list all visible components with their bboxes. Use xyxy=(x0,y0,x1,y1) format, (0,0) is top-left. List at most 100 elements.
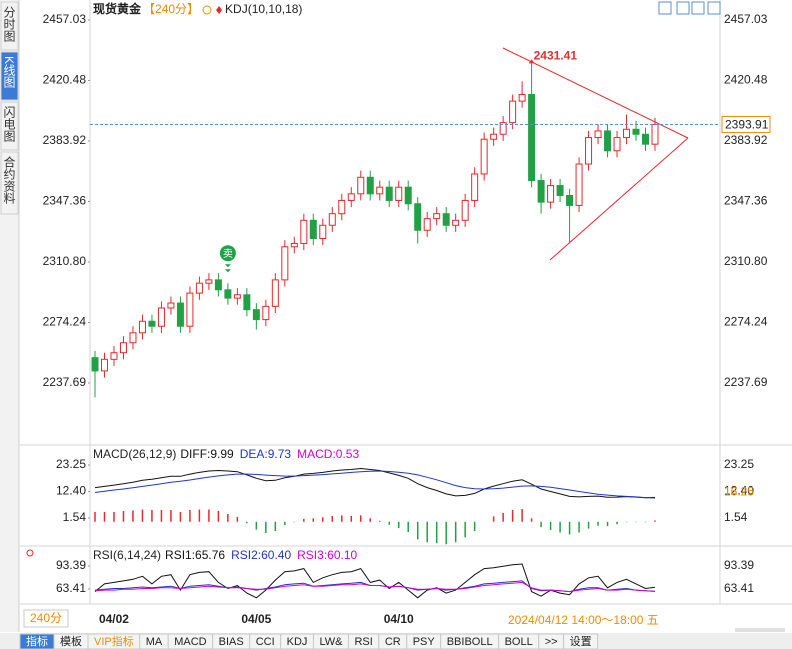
sidebar-tab[interactable] xyxy=(0,51,19,101)
y-tick-label: 12.40 xyxy=(56,484,86,498)
toolbar-tab-label[interactable]: BBIBOLL xyxy=(447,636,493,648)
toolbar-tab-label[interactable]: PSY xyxy=(413,636,436,648)
candle-body xyxy=(566,194,574,206)
toolbar-tab-label[interactable]: BIAS xyxy=(219,636,244,648)
x-tick-label: 04/05 xyxy=(241,612,271,626)
candle-body xyxy=(537,180,545,203)
candle-body xyxy=(442,213,450,226)
indicator-icon xyxy=(216,6,223,14)
toolbar-tab-label[interactable]: MACD xyxy=(174,636,206,648)
candle-body xyxy=(271,279,279,307)
toolbar-tab-label[interactable]: 设置 xyxy=(570,635,592,648)
legend-entry: RSI1:65.76 xyxy=(165,548,225,562)
panel-title: RSI(6,14,24) xyxy=(93,548,161,562)
y-tick-label: 2237.69 xyxy=(43,375,87,389)
candle-body xyxy=(300,219,308,244)
candle-body xyxy=(338,199,346,215)
candle-body xyxy=(547,185,555,203)
y-tick-label-right: 23.25 xyxy=(724,457,754,471)
candle-body xyxy=(309,219,317,240)
sidebar-tab-label[interactable]: 分时图 xyxy=(2,6,16,42)
y-tick-label: 63.41 xyxy=(56,581,86,595)
toolbar-tab-label[interactable]: >> xyxy=(545,636,558,648)
candle-body xyxy=(167,302,175,309)
y-tick-label: 2347.36 xyxy=(43,194,87,208)
candle-body xyxy=(423,218,431,231)
candle-body xyxy=(395,186,403,201)
period-button[interactable] xyxy=(23,609,69,628)
window-icons[interactable] xyxy=(658,1,721,15)
candle-body xyxy=(233,294,241,299)
candle-body xyxy=(243,294,251,311)
y-tick-label: 1.54 xyxy=(63,510,87,524)
toolbar-tab[interactable] xyxy=(563,633,599,649)
y-tick-label-right: 2274.24 xyxy=(724,315,768,329)
candle-body xyxy=(385,186,393,201)
toolbar-tab-label[interactable]: CCI xyxy=(256,636,275,648)
legend-entry: DIFF:9.99 xyxy=(180,447,234,461)
toolbar-tab-label[interactable]: MA xyxy=(146,636,163,648)
last-price-box xyxy=(721,115,771,133)
x-tick-label: 04/02 xyxy=(99,612,129,626)
y-tick-label-right: 2237.69 xyxy=(724,375,768,389)
toolbar-tab-label[interactable]: LW& xyxy=(319,636,343,648)
candle-body xyxy=(138,320,146,334)
toggle-icon[interactable] xyxy=(202,5,212,15)
sidebar-tab-label[interactable]: 合约资料 xyxy=(2,155,16,204)
sidebar-tab[interactable] xyxy=(0,1,19,51)
period-label: 【240分】 xyxy=(143,2,199,16)
y-tick-label: 2420.48 xyxy=(43,73,87,87)
legend-entry: DEA:9.73 xyxy=(240,447,292,461)
candle-body xyxy=(262,305,270,321)
settings-icon[interactable] xyxy=(26,549,34,557)
cursor-time: 2024/04/12 14:00～18:00 五 xyxy=(508,613,659,627)
y-tick-label: 23.25 xyxy=(56,457,86,471)
y-tick-label: 2274.24 xyxy=(43,315,87,329)
toolbar-tab-label[interactable]: 指标 xyxy=(26,634,48,648)
candle-body xyxy=(186,292,194,327)
candle-body xyxy=(366,176,374,195)
candle-body xyxy=(176,302,184,327)
candle-body xyxy=(632,128,640,135)
legend-entry: RSI3:60.10 xyxy=(297,548,357,562)
sidebar-tab[interactable] xyxy=(0,151,19,215)
y-tick-label-right: 63.41 xyxy=(724,581,754,595)
candle-body xyxy=(604,130,612,152)
candle-body xyxy=(357,176,365,195)
y-tick-label-right: 2383.92 xyxy=(724,133,768,147)
sidebar-tab-label[interactable]: K线图 xyxy=(2,56,16,88)
toolbar-tab-label[interactable]: CR xyxy=(385,636,401,648)
indicator-label: KDJ(10,10,18) xyxy=(225,2,302,16)
candle-body xyxy=(319,224,327,240)
indicator-line xyxy=(94,581,656,593)
sidebar-tab-label[interactable]: 闪电图 xyxy=(2,106,16,142)
legend-entry: MACD:0.53 xyxy=(297,447,359,461)
toolbar-tab-label[interactable]: RSI xyxy=(354,636,372,648)
candle-body xyxy=(205,279,213,284)
candle-body xyxy=(157,307,165,327)
toolbar-tab-label[interactable]: KDJ xyxy=(287,636,308,648)
y-tick-label-right: 2457.03 xyxy=(724,12,768,26)
toolbar-tab-label[interactable]: BOLL xyxy=(505,636,533,648)
cursor-value: 16.25 xyxy=(724,484,754,498)
candle-body xyxy=(214,279,222,291)
indicator-line xyxy=(94,470,656,499)
toolbar-tab-label[interactable]: 模板 xyxy=(60,634,82,648)
legend-entry: RSI2:60.40 xyxy=(231,548,291,562)
sidebar-tab[interactable] xyxy=(0,101,19,151)
indicator-line xyxy=(94,467,656,499)
toolbar-tab-label[interactable]: VIP指标 xyxy=(94,634,134,648)
candle-body xyxy=(91,357,99,372)
scrollbar[interactable] xyxy=(735,628,785,632)
candle-body xyxy=(480,138,488,175)
candle-body xyxy=(328,213,336,226)
y-tick-label: 2310.80 xyxy=(43,254,87,268)
y-tick-label: 93.39 xyxy=(56,558,86,572)
candle-body xyxy=(461,199,469,221)
candle-body xyxy=(224,289,232,299)
period-button-label[interactable]: 240分 xyxy=(30,611,62,625)
candle-body xyxy=(129,332,137,344)
y-tick-label-right: 2310.80 xyxy=(724,254,768,268)
candle-body xyxy=(376,186,384,195)
